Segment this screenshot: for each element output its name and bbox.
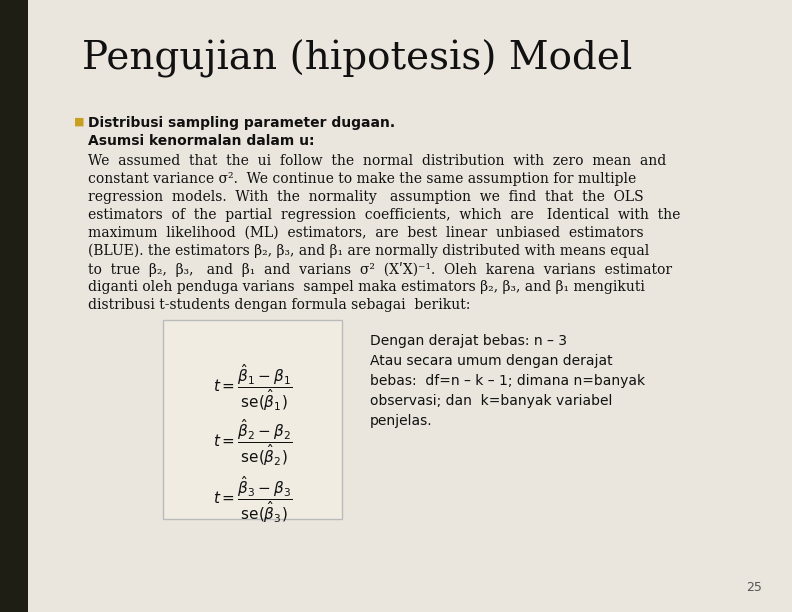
- Text: to  true  β₂,  β₃,   and  β₁  and  varians  σ²  (XʹX)⁻¹.  Oleh  karena  varians : to true β₂, β₃, and β₁ and varians σ² (X…: [88, 262, 672, 277]
- Text: penjelas.: penjelas.: [370, 414, 432, 428]
- Text: ■: ■: [74, 117, 85, 127]
- Text: (BLUE). the estimators β₂, β₃, and β₁ are normally distributed with means equal: (BLUE). the estimators β₂, β₃, and β₁ ar…: [88, 244, 649, 258]
- Text: $t = \dfrac{\hat{\beta}_2 - \beta_2}{\mathrm{se}(\hat{\beta}_2)}$: $t = \dfrac{\hat{\beta}_2 - \beta_2}{\ma…: [213, 417, 292, 468]
- FancyBboxPatch shape: [163, 320, 342, 519]
- Text: distribusi t-students dengan formula sebagai  berikut:: distribusi t-students dengan formula seb…: [88, 298, 470, 312]
- Text: maximum  likelihood  (ML)  estimators,  are  best  linear  unbiased  estimators: maximum likelihood (ML) estimators, are …: [88, 226, 644, 240]
- Text: bebas:  df=n – k – 1; dimana n=banyak: bebas: df=n – k – 1; dimana n=banyak: [370, 374, 645, 388]
- Text: $t = \dfrac{\hat{\beta}_1 - \beta_1}{\mathrm{se}(\hat{\beta}_1)}$: $t = \dfrac{\hat{\beta}_1 - \beta_1}{\ma…: [213, 362, 292, 412]
- Text: observasi; dan  k=banyak variabel: observasi; dan k=banyak variabel: [370, 394, 612, 408]
- Text: 25: 25: [746, 581, 762, 594]
- Text: diganti oleh penduga varians  sampel maka estimators β₂, β₃, and β₁ mengikuti: diganti oleh penduga varians sampel maka…: [88, 280, 645, 294]
- Text: We  assumed  that  the  ui  follow  the  normal  distribution  with  zero  mean : We assumed that the ui follow the normal…: [88, 154, 666, 168]
- Text: regression  models.  With  the  normality   assumption  we  find  that  the  OLS: regression models. With the normality as…: [88, 190, 644, 204]
- Text: Atau secara umum dengan derajat: Atau secara umum dengan derajat: [370, 354, 613, 368]
- Text: Dengan derajat bebas: n – 3: Dengan derajat bebas: n – 3: [370, 334, 567, 348]
- Bar: [0, 0, 28, 612]
- Text: Asumsi kenormalan dalam u:: Asumsi kenormalan dalam u:: [88, 134, 314, 148]
- Text: constant variance σ².  We continue to make the same assumption for multiple: constant variance σ². We continue to mak…: [88, 172, 636, 186]
- Text: $t = \dfrac{\hat{\beta}_3 - \beta_3}{\mathrm{se}(\hat{\beta}_3)}$: $t = \dfrac{\hat{\beta}_3 - \beta_3}{\ma…: [213, 474, 292, 524]
- Text: Distribusi sampling parameter dugaan.: Distribusi sampling parameter dugaan.: [88, 116, 395, 130]
- Text: Pengujian (hipotesis) Model: Pengujian (hipotesis) Model: [82, 40, 632, 78]
- Text: estimators  of  the  partial  regression  coefficients,  which  are   Identical : estimators of the partial regression coe…: [88, 208, 680, 222]
